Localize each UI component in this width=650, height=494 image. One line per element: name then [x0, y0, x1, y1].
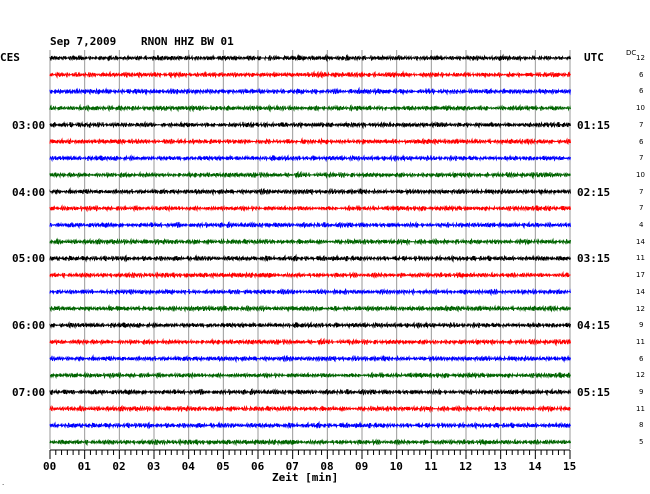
seismic-trace	[49, 287, 571, 297]
x-tick-label: 02	[112, 460, 126, 473]
seismic-trace	[49, 438, 571, 447]
x-tick-label: 00	[43, 460, 57, 473]
seismic-trace	[49, 253, 571, 263]
seismic-trace	[49, 337, 571, 347]
dc-offset-value: 7	[639, 187, 644, 196]
local-time-label: 03:00	[12, 118, 46, 132]
dc-offset-value: 6	[639, 137, 644, 146]
seismic-trace	[49, 404, 571, 413]
x-tick-label: 01	[77, 460, 91, 473]
utc-time-label: 03:15	[577, 252, 611, 266]
x-tick-label: 11	[424, 460, 438, 473]
x-tick-label: 10	[389, 460, 403, 473]
local-time-label: 07:00	[12, 386, 46, 399]
time-grid	[49, 50, 571, 449]
dc-offset-value: 11	[636, 404, 645, 413]
utc-timezone-label: UTC	[584, 51, 604, 64]
seismic-trace	[49, 387, 571, 397]
dc-offset-value: 5	[639, 438, 644, 447]
x-tick-label: 15	[563, 460, 577, 473]
dc-offset-value: 10	[636, 170, 645, 179]
dc-offset-value: 9	[639, 321, 644, 330]
seismic-trace	[49, 170, 571, 180]
local-timezone-label: CES	[0, 51, 20, 64]
dc-offset-value: 9	[639, 388, 644, 396]
dc-offset-value: 7	[639, 204, 644, 213]
dc-offset-value: 14	[636, 287, 645, 296]
dc-offset-value: 12	[636, 371, 645, 380]
local-time-label: 04:00	[12, 185, 46, 199]
x-axis-title: Zeit [min]	[272, 471, 339, 484]
seismic-trace	[49, 204, 571, 213]
seismic-traces	[49, 53, 571, 447]
utc-time-label: 05:15	[577, 386, 611, 399]
seismic-trace	[49, 270, 571, 280]
x-tick-label: 06	[251, 460, 265, 473]
x-tick-label: 09	[355, 460, 369, 473]
dc-offset-value: 12	[636, 304, 645, 313]
seismic-trace	[49, 154, 571, 163]
seismic-trace	[49, 120, 571, 130]
date-label: Sep 7,2009	[50, 35, 117, 48]
x-tick-label: 03	[147, 460, 161, 473]
seismic-trace	[50, 371, 571, 380]
x-tick-label: 07	[285, 460, 299, 473]
x-tick-label: 12	[459, 460, 473, 473]
dc-offset-value: 6	[639, 354, 644, 363]
utc-time-label: 02:15	[577, 185, 611, 199]
x-tick-label: 05	[216, 460, 230, 473]
dc-offset-value: 14	[636, 237, 645, 246]
x-tick-label: 14	[528, 460, 542, 473]
local-time-label: 06:00	[12, 319, 46, 333]
seismic-trace	[49, 86, 571, 96]
dc-header-label: DC	[626, 49, 637, 57]
dc-offset-value: 7	[639, 154, 644, 163]
seismic-trace	[49, 321, 571, 330]
utc-time-label: 01:15	[577, 118, 611, 132]
dc-offset-value: 11	[636, 337, 645, 346]
station-label: RNON HHZ BW 01	[141, 35, 234, 48]
seismic-trace	[49, 237, 571, 246]
seismic-trace	[49, 103, 571, 113]
local-time-label: 05:00	[12, 252, 46, 266]
seismic-trace	[49, 354, 571, 364]
seismic-trace	[49, 70, 571, 79]
dc-offset-value: 17	[636, 271, 645, 280]
x-axis-ticks	[49, 449, 571, 459]
dc-offset-value: 8	[639, 421, 644, 430]
dc-offset-value: 7	[639, 120, 644, 129]
corner-mark: .	[2, 479, 5, 487]
seismic-trace	[49, 137, 571, 146]
seismic-trace	[49, 187, 571, 197]
x-tick-label: 13	[493, 460, 507, 473]
dc-offset-value: 12	[636, 54, 645, 62]
dc-offset-value: 4	[639, 221, 644, 229]
seismic-trace	[49, 53, 571, 63]
dc-offset-value: 6	[639, 70, 644, 79]
seismic-trace	[49, 220, 571, 230]
seismic-trace	[49, 304, 571, 313]
dc-offset-value: 10	[636, 104, 645, 113]
dc-offset-value: 6	[639, 87, 644, 96]
dc-offset-value: 11	[636, 254, 645, 263]
seismic-trace	[49, 420, 571, 430]
x-tick-label: 08	[320, 460, 334, 473]
utc-time-label: 04:15	[577, 319, 611, 333]
x-tick-label: 04	[181, 460, 195, 473]
